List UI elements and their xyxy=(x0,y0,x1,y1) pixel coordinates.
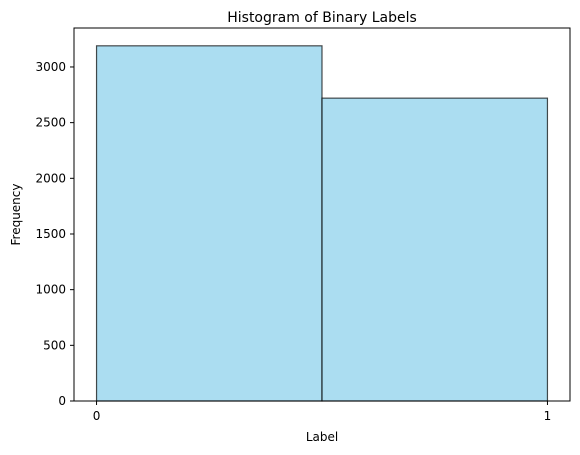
histogram-bar-0 xyxy=(95,45,323,402)
x-tick-label: 1 xyxy=(544,409,552,423)
y-tick-label: 3000 xyxy=(35,60,66,74)
bars-group xyxy=(95,45,549,402)
y-tick-label: 2000 xyxy=(35,171,66,185)
histogram-bar-1 xyxy=(321,97,549,402)
plot-frame xyxy=(73,27,571,402)
y-tick-label: 0 xyxy=(58,394,66,408)
x-axis-label: Label xyxy=(306,430,338,444)
chart-title: Histogram of Binary Labels xyxy=(227,10,417,26)
y-tick-label: 1500 xyxy=(35,227,66,241)
y-axis-label: Frequency xyxy=(9,184,23,246)
x-tick-label: 0 xyxy=(93,409,101,423)
y-tick-label: 1000 xyxy=(35,283,66,297)
y-axis-ticks: 0 500 1000 1500 2000 2500 3000 xyxy=(35,60,74,408)
y-tick-label: 2500 xyxy=(35,116,66,130)
y-tick-label: 500 xyxy=(43,338,66,352)
